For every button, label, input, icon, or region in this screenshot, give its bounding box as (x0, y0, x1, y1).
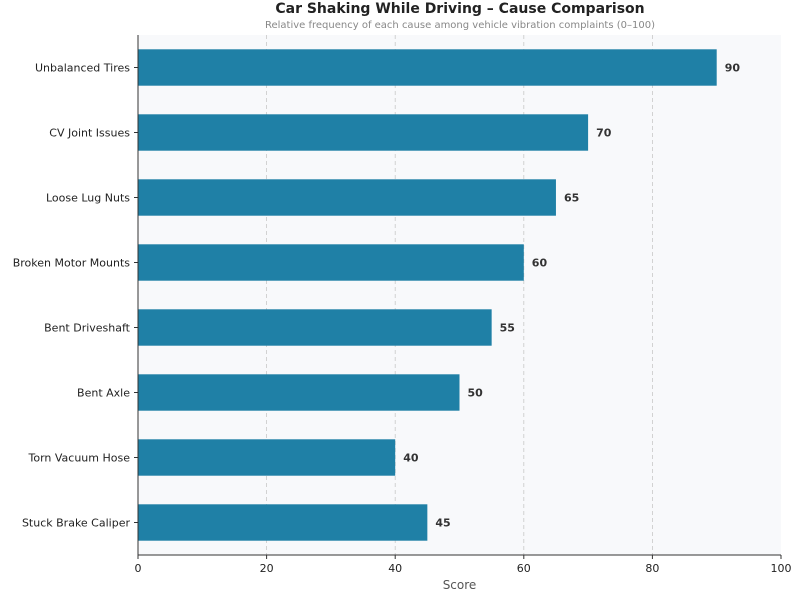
x-axis-label: Score (443, 578, 477, 592)
data-label: 55 (500, 322, 515, 335)
bar (138, 439, 396, 476)
x-tick-label: 40 (388, 562, 402, 575)
bar (138, 179, 556, 216)
bar (138, 504, 428, 541)
x-tick-label: 80 (645, 562, 659, 575)
data-label: 50 (468, 387, 484, 400)
y-tick-label: Loose Lug Nuts (46, 192, 130, 205)
y-tick-label: Torn Vacuum Hose (28, 452, 131, 465)
y-tick-label: Bent Driveshaft (44, 322, 131, 335)
y-tick-label: Bent Axle (77, 387, 130, 400)
data-label: 70 (596, 127, 612, 140)
data-label: 60 (532, 257, 548, 270)
data-label: 65 (564, 192, 579, 205)
y-tick-label: Stuck Brake Caliper (22, 517, 131, 530)
x-tick-label: 100 (771, 562, 792, 575)
bar (138, 244, 524, 281)
y-tick-label: CV Joint Issues (49, 127, 130, 140)
bar (138, 114, 589, 151)
x-tick-label: 0 (135, 562, 142, 575)
plot-area (138, 35, 781, 555)
bar (138, 309, 492, 346)
bar (138, 374, 460, 411)
chart-title: Car Shaking While Driving – Cause Compar… (275, 1, 645, 17)
data-label: 45 (435, 517, 450, 530)
x-tick-label: 20 (260, 562, 274, 575)
bar (138, 49, 717, 86)
x-tick-label: 60 (517, 562, 531, 575)
data-label: 90 (725, 62, 741, 75)
y-tick-label: Broken Motor Mounts (13, 257, 131, 270)
data-label: 40 (403, 452, 419, 465)
y-tick-label: Unbalanced Tires (35, 62, 130, 75)
chart-subtitle: Relative frequency of each cause among v… (264, 20, 655, 31)
